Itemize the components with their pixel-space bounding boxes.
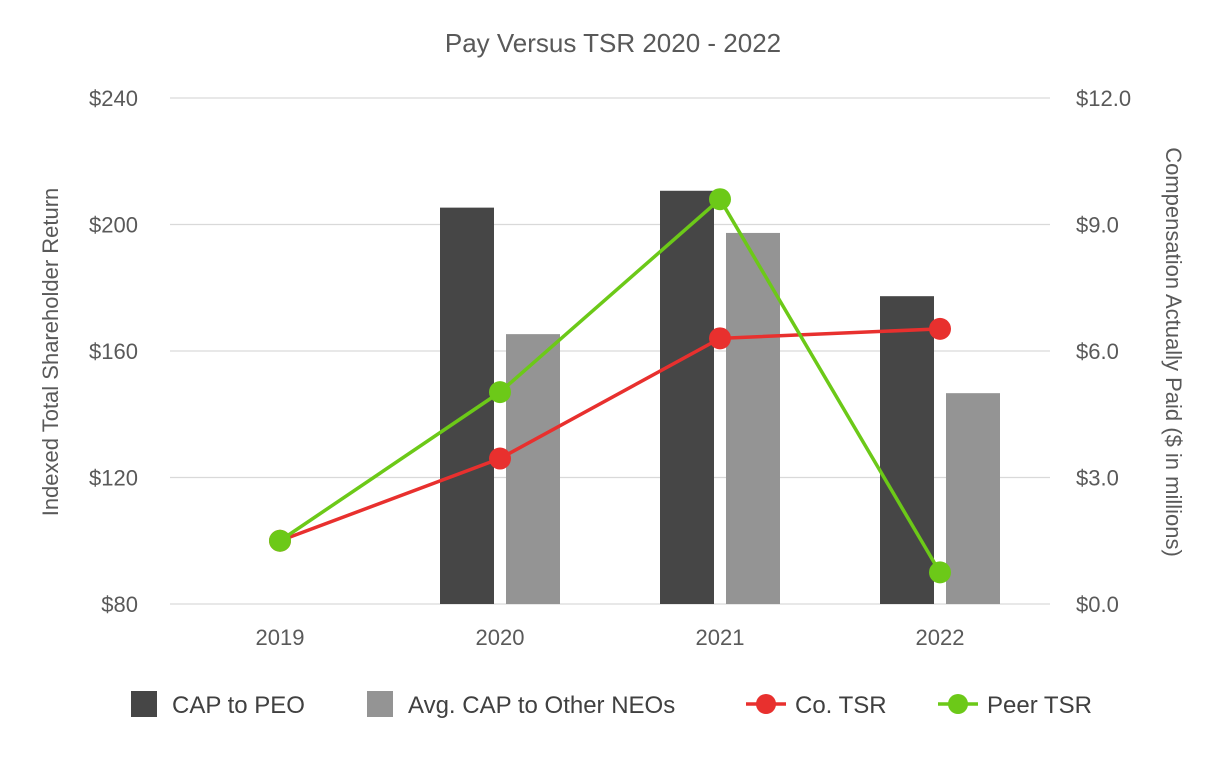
bar (726, 232, 780, 604)
legend: CAP to PEO Avg. CAP to Other NEOs Co. TSR P… (131, 691, 1092, 719)
y-tick-label: $200 (89, 213, 138, 238)
legend-swatch-marker (948, 694, 968, 714)
legend-label: Avg. CAP to Other NEOs (408, 692, 675, 719)
legend-label: Peer TSR (987, 692, 1092, 719)
y-tick-label: $240 (89, 86, 138, 111)
axis-labels: $80 $120 $160 $200 $240 $0.0 $3.0 $6.0 $9.0 $12.0… (89, 86, 1131, 650)
series-line (279, 327, 941, 543)
bar (946, 393, 1000, 604)
legend-label: Co. TSR (795, 692, 887, 719)
y-axis-title: Indexed Total Shareholder Return (38, 188, 63, 517)
data-point (929, 561, 951, 584)
x-tick-label: 2020 (476, 625, 525, 650)
x-tick-label: 2019 (256, 625, 305, 650)
bar (660, 190, 714, 604)
x-tick-label: 2021 (696, 625, 745, 650)
chart-title: Pay Versus TSR 2020 - 2022 (445, 28, 781, 58)
data-point (709, 327, 731, 350)
legend-swatch (131, 691, 157, 717)
y2-tick-label: $3.0 (1076, 466, 1119, 491)
legend-swatch-marker (756, 694, 776, 714)
bar (880, 296, 934, 604)
y-tick-label: $80 (101, 592, 138, 617)
data-point (489, 447, 511, 470)
y2-tick-label: $9.0 (1076, 213, 1119, 238)
y-tick-label: $120 (89, 466, 138, 491)
x-tick-label: 2022 (916, 625, 965, 650)
bar (440, 207, 494, 604)
y2-tick-label: $12.0 (1076, 86, 1131, 111)
series-line (279, 197, 942, 574)
y-tick-label: $160 (89, 339, 138, 364)
data-point (929, 317, 951, 340)
line-layer (269, 188, 951, 584)
legend-label: CAP to PEO (172, 692, 305, 719)
data-point (489, 381, 511, 404)
y2-axis-title: Compensation Actually Paid ($ in million… (1161, 147, 1186, 557)
data-point (269, 529, 291, 552)
data-point (709, 188, 731, 211)
y2-tick-label: $0.0 (1076, 592, 1119, 617)
bar-layer (440, 190, 1000, 604)
bar (506, 334, 560, 604)
legend-swatch (367, 691, 393, 717)
y2-tick-label: $6.0 (1076, 339, 1119, 364)
